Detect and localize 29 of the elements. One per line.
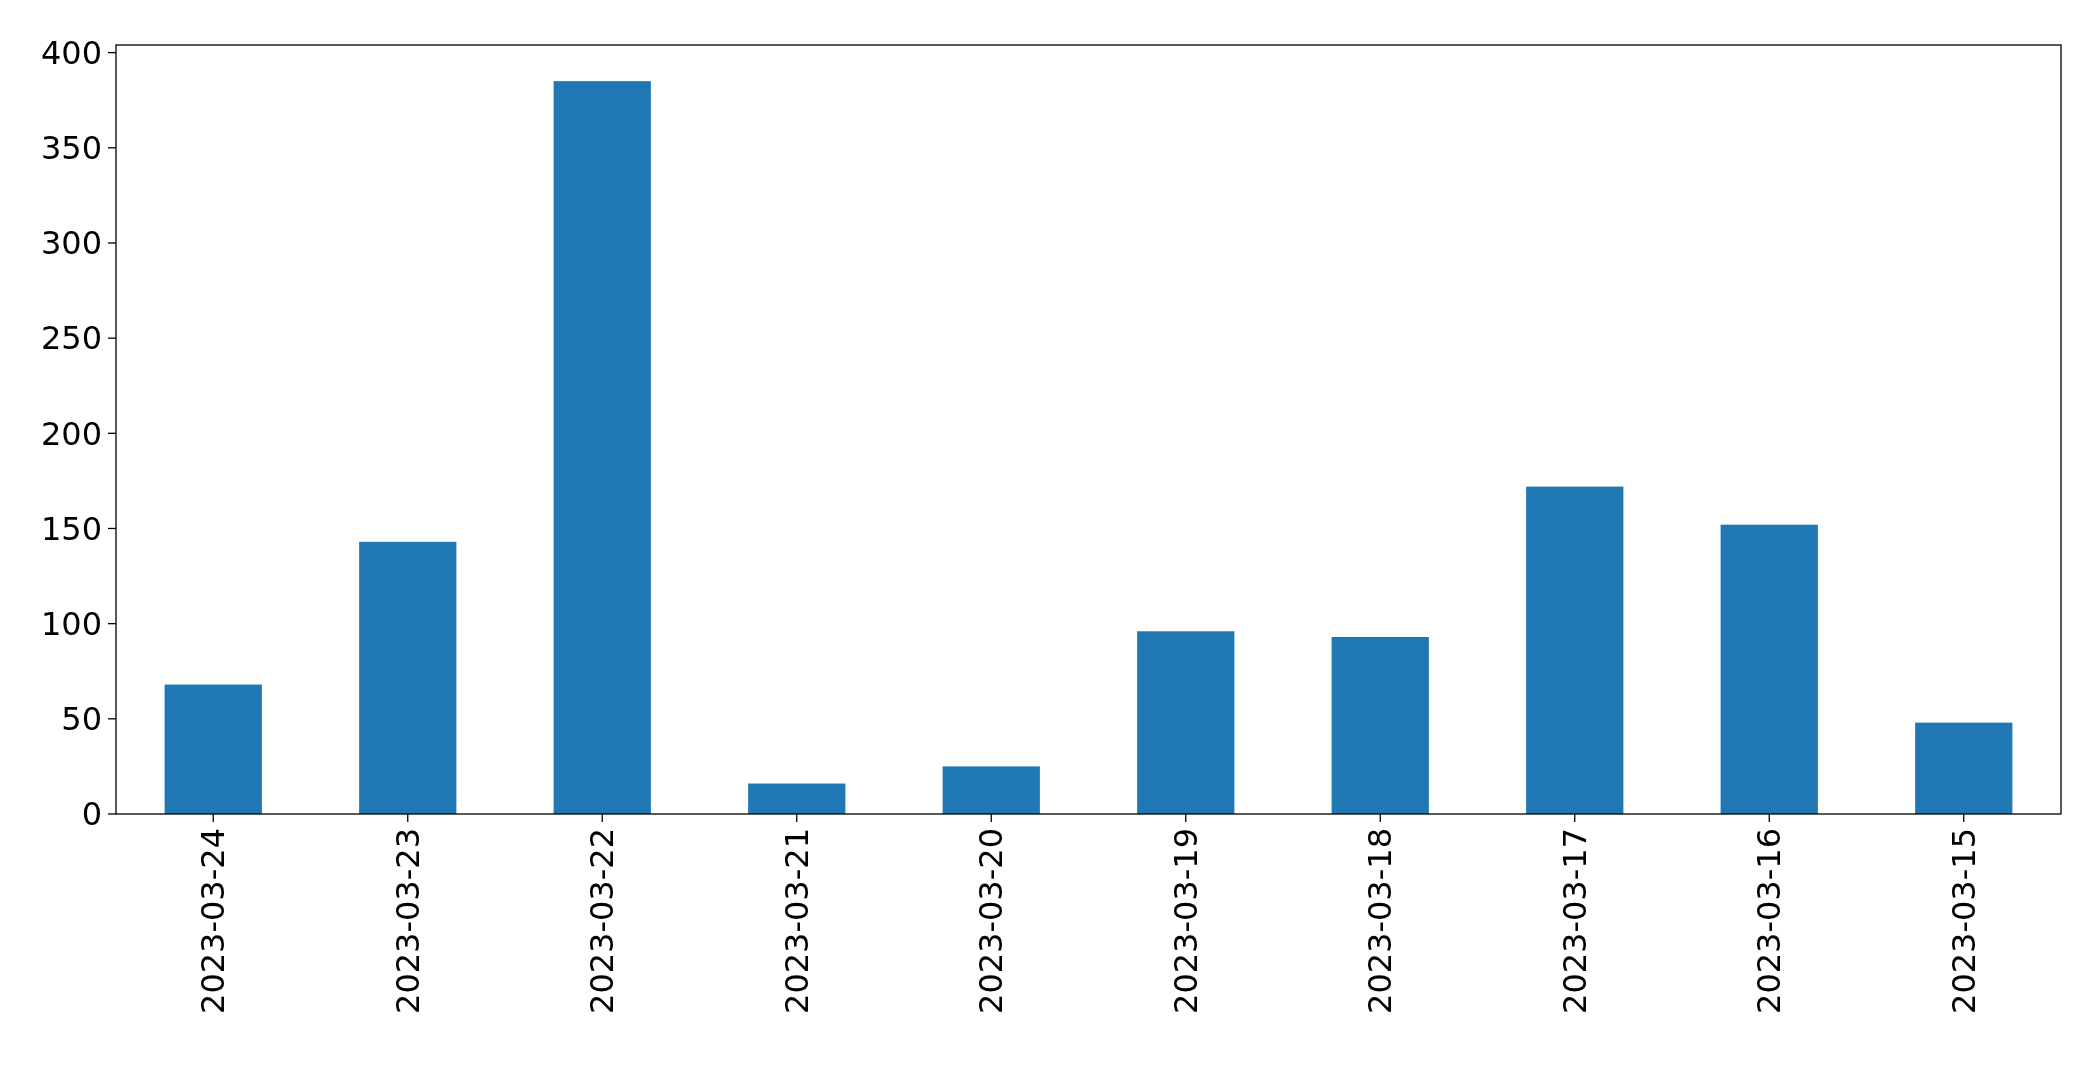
x-tick-label: 2023-03-24 — [194, 828, 233, 1014]
bar — [553, 81, 651, 814]
x-tick-label: 2023-03-20 — [972, 828, 1011, 1014]
x-tick-label: 2023-03-18 — [1361, 828, 1400, 1014]
y-tick-label: 100 — [40, 604, 102, 643]
y-tick-label: 250 — [40, 319, 102, 358]
x-tick-label: 2023-03-19 — [1166, 828, 1205, 1014]
y-tick-label: 400 — [40, 33, 102, 72]
y-tick-label: 0 — [81, 795, 102, 834]
bar — [748, 783, 846, 814]
bar — [164, 684, 262, 814]
x-tick-label: 2023-03-17 — [1555, 828, 1594, 1014]
x-tick-label: 2023-03-21 — [777, 828, 816, 1014]
bar — [942, 766, 1040, 814]
bar — [1526, 486, 1624, 814]
x-tick-label: 2023-03-16 — [1750, 828, 1789, 1014]
bar — [1137, 631, 1235, 814]
y-tick-label: 300 — [40, 224, 102, 263]
bar — [1915, 722, 2013, 814]
x-tick-label: 2023-03-15 — [1944, 828, 1983, 1014]
bar — [1720, 524, 1818, 814]
y-tick-label: 150 — [40, 509, 102, 548]
x-tick-label: 2023-03-22 — [583, 828, 622, 1014]
y-tick-label: 50 — [61, 700, 102, 739]
y-tick-label: 350 — [40, 128, 102, 167]
bar — [359, 541, 457, 814]
bar — [1331, 636, 1429, 814]
x-tick-label: 2023-03-23 — [388, 828, 427, 1014]
y-tick-label: 200 — [40, 414, 102, 453]
